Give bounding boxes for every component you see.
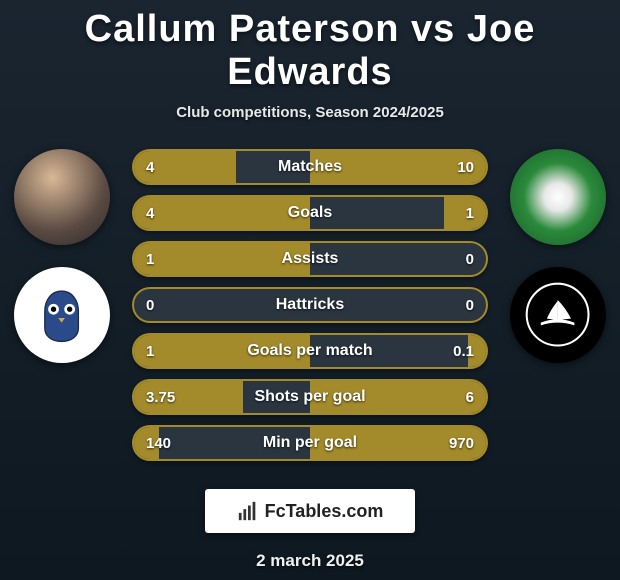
stat-row: 10Assists <box>132 241 488 277</box>
branding-badge[interactable]: FcTables.com <box>205 489 415 533</box>
subtitle: Club competitions, Season 2024/2025 <box>0 104 620 121</box>
comparison-area: 410Matches 41Goals 10Assists 00Hattricks 10.… <box>0 149 620 469</box>
owl-crest-icon <box>28 281 95 348</box>
stat-row: 00Hattricks <box>132 287 488 323</box>
stats-list: 410Matches 41Goals 10Assists 00Hattricks 10.… <box>132 149 488 461</box>
branding-text: FcTables.com <box>265 501 384 522</box>
left-column <box>14 149 110 363</box>
stat-label: Assists <box>134 243 486 275</box>
stat-row: 410Matches <box>132 149 488 185</box>
player2-club-crest <box>510 267 606 363</box>
ship-crest-icon <box>524 281 591 348</box>
player1-photo <box>14 149 110 245</box>
stat-row: 140970Min per goal <box>132 425 488 461</box>
stat-row: 10.1Goals per match <box>132 333 488 369</box>
chart-icon <box>237 500 259 522</box>
stat-label: Matches <box>134 151 486 183</box>
stat-row: 41Goals <box>132 195 488 231</box>
stat-label: Hattricks <box>134 289 486 321</box>
stat-label: Shots per goal <box>134 381 486 413</box>
stat-label: Goals <box>134 197 486 229</box>
stat-row: 3.756Shots per goal <box>132 379 488 415</box>
stat-label: Min per goal <box>134 427 486 459</box>
page-title: Callum Paterson vs Joe Edwards <box>0 0 620 94</box>
player1-club-crest <box>14 267 110 363</box>
snapshot-date: 2 march 2025 <box>0 551 620 571</box>
right-column <box>510 149 606 363</box>
stat-label: Goals per match <box>134 335 486 367</box>
player2-photo <box>510 149 606 245</box>
